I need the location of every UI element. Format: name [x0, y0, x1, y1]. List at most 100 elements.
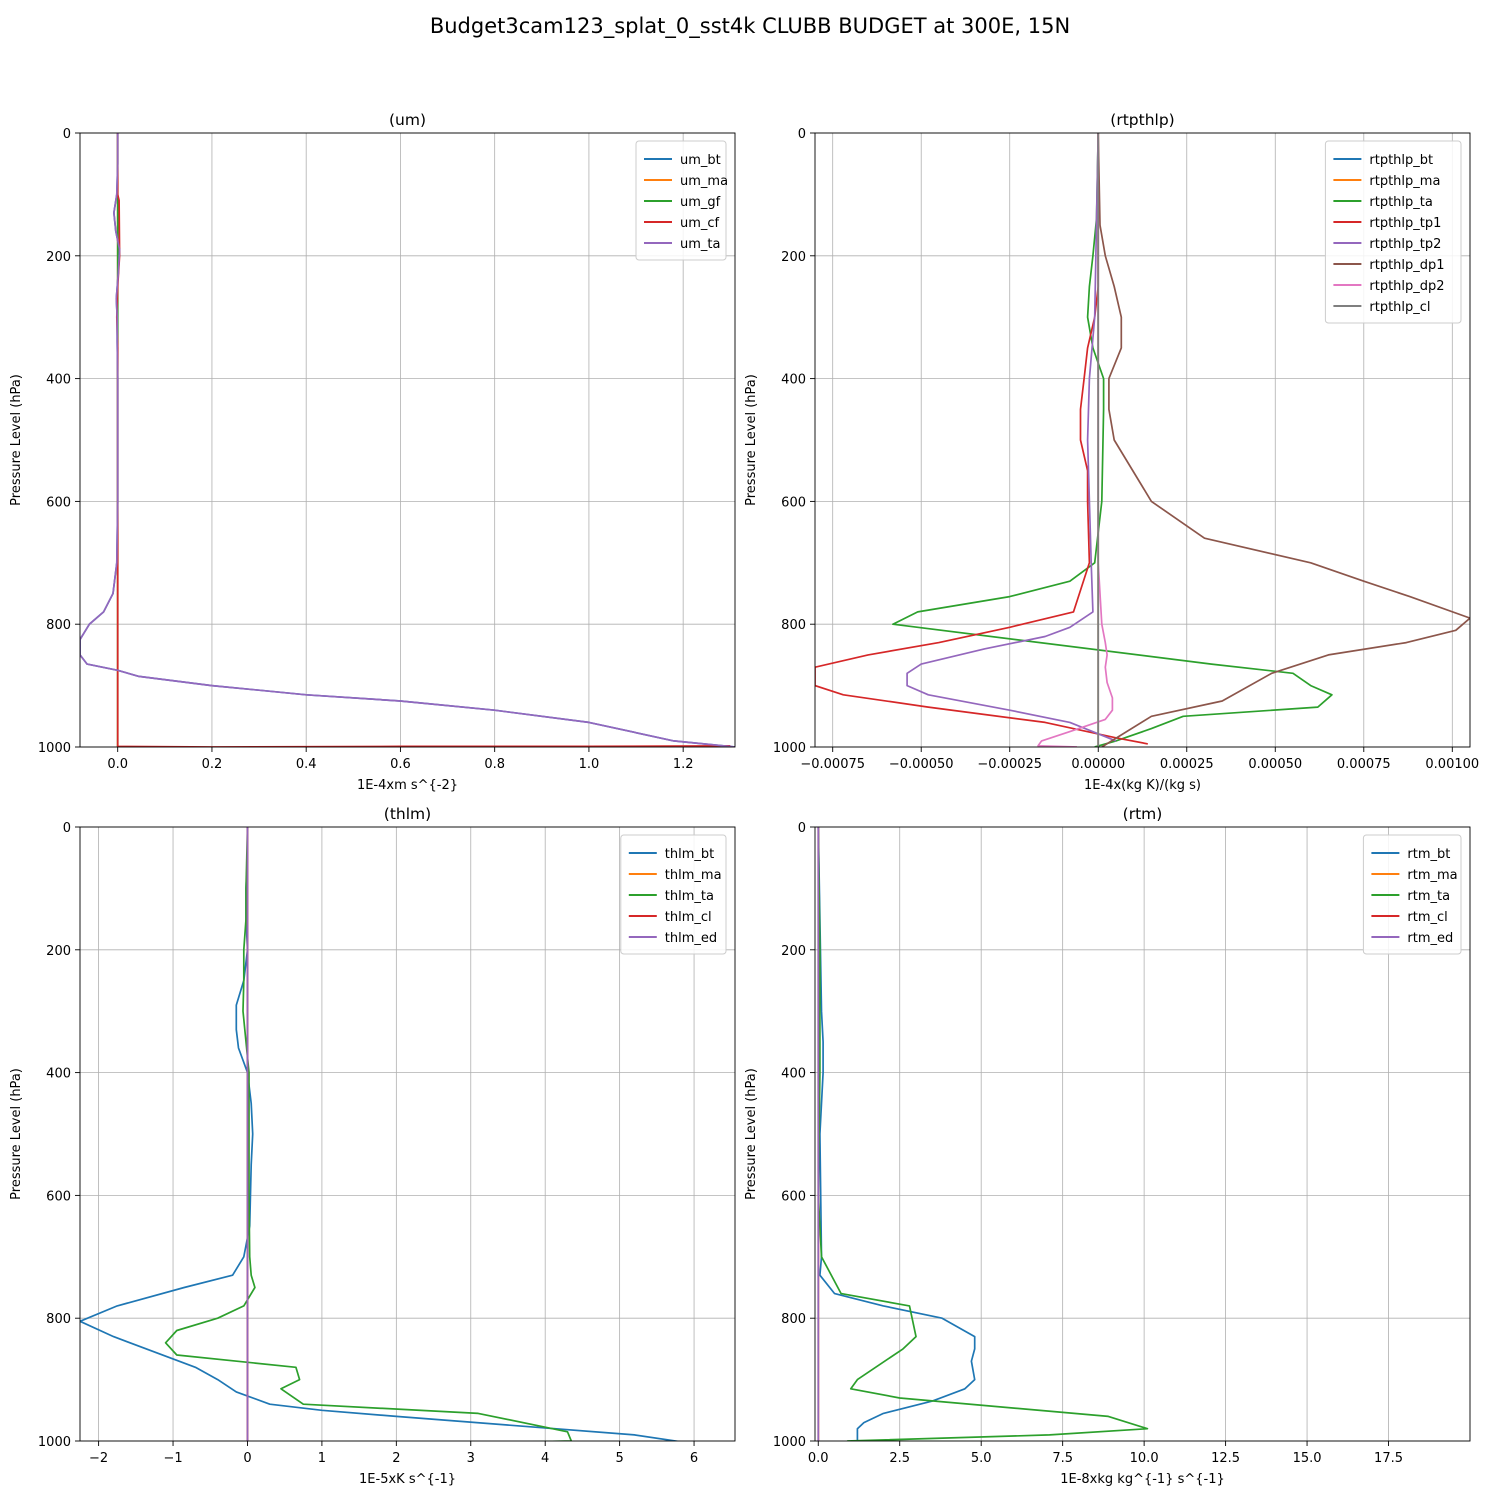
- x-tick-label: 1.2: [673, 757, 694, 772]
- legend-label: rtm_ta: [1407, 889, 1450, 904]
- x-axis-label: 1E-8xkg kg^{-1} s^{-1}: [1060, 1472, 1225, 1487]
- legend-label: um_gf: [680, 195, 721, 210]
- x-tick-label: 0.6: [390, 757, 411, 772]
- series-line-rtpthlp_dp2: [1037, 133, 1114, 747]
- legend: thlm_bt thlm_ma thlm_ta thlm_cl thlm_ed: [620, 834, 727, 955]
- y-tick-label: 1000: [773, 741, 806, 756]
- y-axis-label: Pressure Level (hPa): [744, 1068, 759, 1200]
- subplot-4: 0.0 2.5 5.0 7.5 10.0 12.5 15.0 17.5 0 200 400 600 80…: [744, 805, 1471, 1487]
- figure-title: Budget3cam123_splat_0_sst4k CLUBB BUDGET…: [429, 14, 1071, 38]
- x-axis-label: 1E-5xK s^{-1}: [359, 1472, 456, 1487]
- y-tick-label: 600: [781, 495, 806, 510]
- x-tick-label: 5: [615, 1451, 623, 1466]
- subplot-title: (rtpthlp): [1110, 111, 1174, 129]
- x-tick-label: 10.0: [1130, 1451, 1159, 1466]
- series-line-thlm_ta: [164, 827, 573, 1441]
- series-line-rtm_ta: [817, 827, 1149, 1441]
- y-axis-label: Pressure Level (hPa): [9, 374, 24, 506]
- subplot-title: (rtm): [1123, 805, 1163, 823]
- x-tick-label: 5.0: [971, 1451, 992, 1466]
- legend-label: rtm_ed: [1407, 931, 1453, 946]
- y-axis-label: Pressure Level (hPa): [9, 1068, 24, 1200]
- y-tick-label: 800: [46, 1312, 71, 1327]
- legend-label: rtpthlp_dp1: [1369, 258, 1444, 273]
- x-axis-label: 1E-4x(kg K)/(kg s): [1084, 778, 1201, 793]
- subplot-title: (thlm): [384, 805, 431, 823]
- y-tick-label: 1000: [773, 1435, 806, 1450]
- subplot-3: −2 −1 0 1 2 3 4 5 6 0 200 400 600 800 1000 (thlm) 1E-5xK…: [9, 805, 736, 1487]
- x-tick-label: −0.00025: [977, 757, 1042, 772]
- x-tick-label: 4: [541, 1451, 549, 1466]
- subplot-title: (um): [389, 111, 426, 129]
- legend-label: um_ma: [680, 174, 728, 189]
- legend-label: rtm_bt: [1407, 847, 1450, 862]
- y-tick-label: 600: [46, 495, 71, 510]
- y-tick-label: 1000: [38, 741, 71, 756]
- legend-label: um_cf: [680, 216, 720, 231]
- y-tick-label: 400: [781, 373, 806, 388]
- x-tick-label: 0.4: [296, 757, 317, 772]
- x-tick-label: 0.2: [202, 757, 223, 772]
- legend: rtpthlp_bt rtpthlp_ma rtpthlp_ta rtpthlp_tp…: [1324, 140, 1462, 324]
- legend-label: thlm_ma: [665, 868, 722, 883]
- legend-label: um_bt: [680, 153, 721, 168]
- x-tick-label: 2: [392, 1451, 400, 1466]
- x-tick-label: 0.00100: [1425, 757, 1479, 772]
- x-tick-label: 3: [467, 1451, 475, 1466]
- y-tick-label: 400: [46, 1067, 71, 1082]
- x-tick-label: 1: [318, 1451, 326, 1466]
- series-group: [815, 133, 1470, 747]
- legend-label: rtpthlp_ta: [1369, 195, 1432, 210]
- y-tick-label: 1000: [38, 1435, 71, 1450]
- series-line-um_ta: [80, 133, 735, 747]
- legend: rtm_bt rtm_ma rtm_ta rtm_cl rtm_ed: [1362, 834, 1462, 955]
- x-axis-label: 1E-4xm s^{-2}: [357, 778, 458, 793]
- legend-box: [1324, 140, 1462, 324]
- x-tick-label: 6: [690, 1451, 698, 1466]
- subplot-2: −0.00075 −0.00050 −0.00025 0.00000 0.00025 0.…: [744, 111, 1479, 793]
- x-tick-label: 0.0: [107, 757, 128, 772]
- x-tick-label: −1: [163, 1451, 182, 1466]
- x-tick-label: −0.00075: [800, 757, 865, 772]
- legend-label: rtm_ma: [1407, 868, 1457, 883]
- legend-label: thlm_cl: [665, 910, 712, 925]
- axes-frame: [814, 132, 1471, 748]
- legend-box: [1362, 834, 1462, 955]
- legend: um_bt um_ma um_gf um_cf um_ta: [635, 140, 728, 261]
- x-tick-label: −0.00050: [889, 757, 954, 772]
- series-line-rtpthlp_dp1: [1097, 133, 1470, 747]
- x-tick-label: 7.5: [1052, 1451, 1073, 1466]
- x-tick-label: 0.8: [484, 757, 505, 772]
- series-group: [817, 827, 1149, 1441]
- legend-label: rtm_cl: [1407, 910, 1447, 925]
- subplot-1: 0.0 0.2 0.4 0.6 0.8 1.0 1.2 0 200 400 600 800 1000 (u…: [9, 111, 736, 793]
- y-tick-label: 600: [781, 1189, 806, 1204]
- y-tick-label: 400: [781, 1067, 806, 1082]
- axes-frame: [814, 826, 1471, 1442]
- y-tick-label: 400: [46, 373, 71, 388]
- x-tick-label: 0.00025: [1160, 757, 1214, 772]
- x-tick-label: 17.5: [1374, 1451, 1403, 1466]
- axes-frame: [79, 132, 736, 748]
- legend-label: rtpthlp_tp1: [1369, 216, 1441, 231]
- x-tick-label: 1.0: [579, 757, 600, 772]
- y-tick-label: 200: [781, 944, 806, 959]
- y-tick-label: 200: [781, 250, 806, 265]
- series-group: [80, 827, 682, 1441]
- legend-box: [620, 834, 727, 955]
- y-tick-label: 0: [63, 821, 71, 836]
- legend-label: rtpthlp_cl: [1369, 300, 1430, 315]
- x-tick-label: 2.5: [889, 1451, 910, 1466]
- legend-label: thlm_bt: [665, 847, 714, 862]
- axes-frame: [79, 826, 736, 1442]
- x-tick-label: 12.5: [1211, 1451, 1240, 1466]
- y-tick-label: 200: [46, 944, 71, 959]
- x-tick-label: 0.00000: [1071, 757, 1125, 772]
- x-tick-label: 0.00075: [1337, 757, 1391, 772]
- series-line-rtpthlp_ta: [892, 133, 1333, 747]
- x-tick-label: 0.00050: [1248, 757, 1302, 772]
- legend-label: rtpthlp_tp2: [1369, 237, 1441, 252]
- y-tick-label: 0: [798, 821, 806, 836]
- legend-label: rtpthlp_bt: [1369, 153, 1433, 168]
- y-tick-label: 600: [46, 1189, 71, 1204]
